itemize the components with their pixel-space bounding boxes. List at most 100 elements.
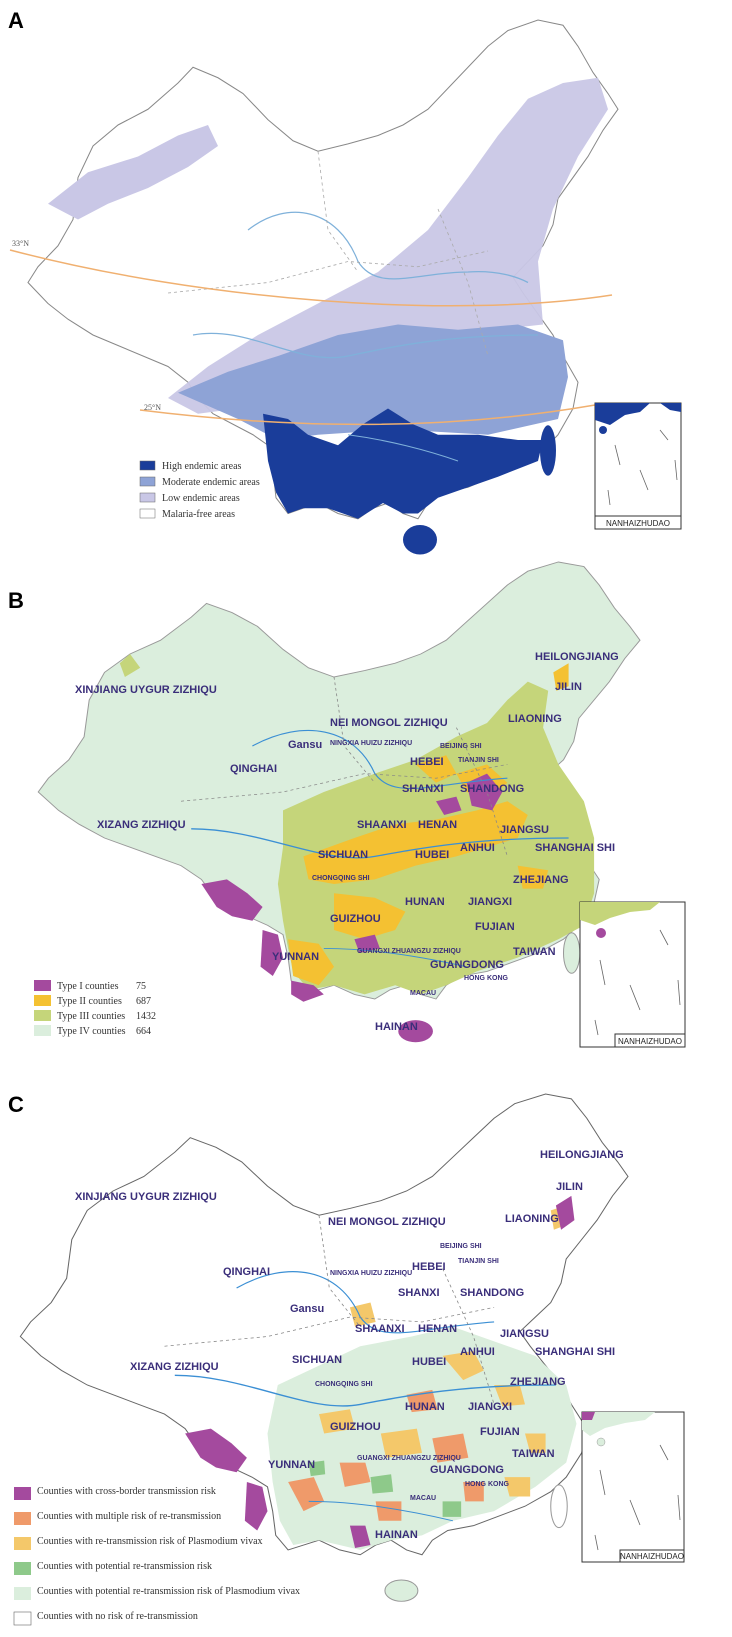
panel-a: A 33°N 25°N	[0, 0, 732, 555]
label-guangxi: GUANGXI ZHUANGZU ZIZHIQU	[357, 948, 461, 955]
label-beijing: BEIJING SHI	[440, 1243, 482, 1250]
label-hainan: HAINAN	[375, 1529, 418, 1541]
latitude-label-25: 25°N	[144, 403, 161, 412]
label-xinjiang: XINJIANG UYGUR ZIZHIQU	[75, 684, 217, 696]
label-hubei: HUBEI	[415, 849, 449, 861]
yellow-river	[247, 211, 529, 284]
label-xizang: XIZANG ZIZHIQU	[130, 1361, 219, 1373]
label-anhui: ANHUI	[460, 1346, 495, 1358]
inset-b: NANHAIZHUDAO	[579, 901, 686, 1048]
label-liaoning: LIAONING	[508, 713, 562, 725]
label-yunnan: YUNNAN	[272, 951, 319, 963]
label-yunnan: YUNNAN	[268, 1459, 315, 1471]
label-jiangsu: JIANGSU	[500, 1328, 549, 1340]
label-gansu: Gansu	[288, 739, 322, 751]
label-taiwan: TAIWAN	[513, 946, 556, 958]
label-henan: HENAN	[418, 819, 457, 831]
legend-b-count-0: 75	[136, 981, 146, 992]
legend-b-count-2: 1432	[136, 1011, 156, 1022]
inset-a: NANHAIZHUDAO	[594, 402, 682, 530]
label-guangdong: GUANGDONG	[430, 1464, 504, 1476]
legend-c-item-1: Counties with multiple risk of re-transm…	[37, 1511, 221, 1522]
type-i-patches	[201, 773, 503, 1002]
label-sichuan: SICHUAN	[292, 1354, 342, 1366]
label-guangdong: GUANGDONG	[430, 959, 504, 971]
label-shanghai: SHANGHAI SHI	[535, 1346, 615, 1358]
label-guizhou: GUIZHOU	[330, 913, 381, 925]
label-qinghai: QINGHAI	[223, 1266, 270, 1278]
legend-b-item-0: Type I counties	[57, 981, 119, 992]
pearl-river	[347, 434, 459, 462]
legend-a-item-0: High endemic areas	[162, 461, 242, 472]
label-neimongol: NEI MONGOL ZIZHIQU	[328, 1216, 446, 1228]
legend-a-item-1: Moderate endemic areas	[162, 477, 260, 488]
label-macau: MACAU	[410, 1495, 436, 1502]
latitude-line-25	[139, 404, 596, 426]
label-fujian: FUJIAN	[475, 921, 515, 933]
legend-b-item-1: Type II counties	[57, 996, 122, 1007]
legend-a-item-3: Malaria-free areas	[162, 509, 235, 520]
label-beijing: BEIJING SHI	[440, 743, 482, 750]
label-shanxi: SHANXI	[398, 1287, 440, 1299]
label-guangxi: GUANGXI ZHUANGZU ZIZHIQU	[357, 1455, 461, 1462]
panel-b: B	[0, 540, 732, 1080]
taiwan-island	[550, 1484, 568, 1529]
hainan-island	[398, 1020, 433, 1043]
latitude-line-33	[9, 249, 613, 307]
inset-a-label: NANHAIZHUDAO	[606, 519, 670, 528]
label-hebei: HEBEI	[410, 756, 444, 768]
label-xinjiang: XINJIANG UYGUR ZIZHIQU	[75, 1191, 217, 1203]
legend-c: Counties with cross-border transmission …	[13, 1486, 300, 1626]
label-zhejiang: ZHEJIANG	[510, 1376, 566, 1388]
label-jiangsu: JIANGSU	[500, 824, 549, 836]
inset-b-label: NANHAIZHUDAO	[618, 1037, 682, 1046]
label-tianjin: TIANJIN SHI	[458, 1258, 499, 1265]
label-heilongjiang: HEILONGJIANG	[535, 651, 619, 663]
label-shandong: SHANDONG	[460, 783, 524, 795]
panel-c-letter: C	[8, 1092, 24, 1117]
label-guizhou: GUIZHOU	[330, 1421, 381, 1433]
legend-a-item-2: Low endemic areas	[162, 493, 240, 504]
label-hainan: HAINAN	[375, 1021, 418, 1033]
legend-c-item-4: Counties with potential re-transmission …	[37, 1586, 300, 1597]
legend-a: High endemic areas Moderate endemic area…	[139, 460, 260, 520]
yangtze-river	[192, 332, 539, 359]
latitude-label-33: 33°N	[12, 239, 29, 248]
label-taiwan: TAIWAN	[512, 1448, 555, 1460]
label-hongkong: HONG KONG	[464, 975, 509, 982]
legend-b: Type I counties 75 Type II counties 687 …	[34, 980, 156, 1037]
label-macau: MACAU	[410, 990, 436, 997]
label-shandong: SHANDONG	[460, 1287, 524, 1299]
label-hongkong: HONG KONG	[465, 1481, 510, 1488]
label-ningxia: NINGXIA HUIZU ZIZHIQU	[330, 1270, 412, 1277]
high-endemic-region	[263, 408, 543, 519]
legend-c-item-2: Counties with re-transmission risk of Pl…	[37, 1536, 263, 1547]
moderate-endemic-region	[178, 324, 568, 440]
taiwan-island	[540, 425, 556, 476]
label-shaanxi: SHAANXI	[357, 819, 407, 831]
legend-b-count-3: 664	[136, 1026, 151, 1037]
legend-c-item-0: Counties with cross-border transmission …	[37, 1486, 216, 1497]
legend-b-count-1: 687	[136, 996, 151, 1007]
hainan-island	[384, 1579, 419, 1602]
type-ii-patches	[288, 663, 569, 986]
low-endemic-west	[48, 124, 218, 220]
potential-vivax-region	[267, 1326, 577, 1550]
label-shanghai: SHANGHAI SHI	[535, 842, 615, 854]
map-a: 33°N 25°N NANHAIZHUDAO High endemic area…	[9, 19, 682, 555]
legend-b-item-2: Type III counties	[57, 1011, 125, 1022]
panel-b-letter: B	[8, 588, 24, 613]
label-jilin: JILIN	[556, 1181, 583, 1193]
label-hubei: HUBEI	[412, 1356, 446, 1368]
label-hunan: HUNAN	[405, 1401, 445, 1413]
label-tianjin: TIANJIN SHI	[458, 757, 499, 764]
taiwan-island	[562, 932, 581, 974]
low-endemic-region	[168, 77, 608, 414]
legend-c-item-5: Counties with no risk of re-transmission	[37, 1611, 198, 1622]
label-liaoning: LIAONING	[505, 1213, 559, 1225]
inset-c: NANHAIZHUDAO	[581, 1411, 685, 1563]
cross-border-patches	[185, 1195, 575, 1548]
label-fujian: FUJIAN	[480, 1426, 520, 1438]
multiple-risk-patches	[288, 1389, 484, 1521]
label-shanxi: SHANXI	[402, 783, 444, 795]
